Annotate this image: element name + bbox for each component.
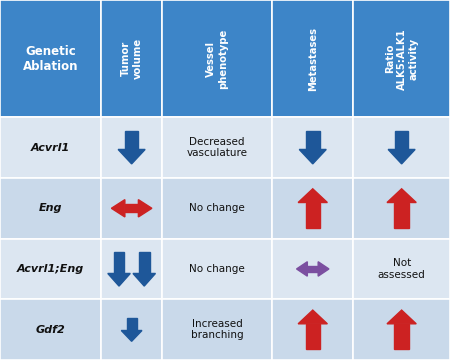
Text: Tumor
volume: Tumor volume (121, 38, 142, 79)
Text: Acvrl1: Acvrl1 (31, 143, 70, 153)
Bar (101, 0, 162, 117)
Bar (162, 299, 272, 360)
Polygon shape (318, 262, 329, 276)
Polygon shape (121, 331, 142, 342)
Bar (101, 178, 162, 239)
Polygon shape (112, 200, 125, 217)
Bar (306, 324, 320, 349)
Text: Metastases: Metastases (308, 27, 318, 91)
Text: No change: No change (189, 203, 245, 213)
Text: Ratio
ALK5:ALK1
activity: Ratio ALK5:ALK1 activity (385, 28, 418, 90)
Polygon shape (133, 274, 156, 286)
Bar (127, 318, 137, 331)
Bar (272, 117, 353, 178)
Bar (162, 117, 272, 178)
Text: Eng: Eng (39, 203, 63, 213)
Text: Decreased
vasculature: Decreased vasculature (187, 137, 248, 158)
Bar (101, 239, 162, 299)
Text: Increased
branching: Increased branching (191, 319, 243, 340)
Bar (306, 203, 320, 228)
Text: Vessel
phenotype: Vessel phenotype (206, 29, 228, 89)
Polygon shape (299, 149, 326, 164)
Bar (394, 203, 409, 228)
Bar (162, 178, 272, 239)
Bar (307, 266, 318, 272)
Text: Acvrl1;Eng: Acvrl1;Eng (17, 264, 84, 274)
Bar (101, 299, 162, 360)
Bar (113, 252, 124, 274)
Bar (272, 178, 353, 239)
Bar (394, 324, 409, 349)
Bar (353, 239, 450, 299)
Text: Gdf2: Gdf2 (36, 325, 66, 335)
Polygon shape (297, 262, 307, 276)
Polygon shape (118, 149, 145, 164)
Text: No change: No change (189, 264, 245, 274)
Bar (353, 117, 450, 178)
Polygon shape (298, 189, 327, 203)
Text: Not
assessed: Not assessed (378, 258, 426, 280)
Polygon shape (108, 274, 130, 286)
Bar (0, 178, 101, 239)
Bar (272, 299, 353, 360)
Bar (353, 0, 450, 117)
Bar (162, 239, 272, 299)
Polygon shape (387, 310, 416, 324)
Bar (353, 299, 450, 360)
Bar (0, 117, 101, 178)
Bar (125, 131, 139, 149)
Bar (0, 239, 101, 299)
Bar (272, 239, 353, 299)
Polygon shape (388, 149, 415, 164)
Bar (139, 252, 149, 274)
Bar (162, 0, 272, 117)
Text: Genetic
Ablation: Genetic Ablation (23, 45, 78, 73)
Bar (125, 204, 139, 212)
Polygon shape (298, 310, 327, 324)
Bar (395, 131, 409, 149)
Bar (101, 117, 162, 178)
Bar (272, 0, 353, 117)
Bar (353, 178, 450, 239)
Bar (0, 0, 101, 117)
Bar (306, 131, 319, 149)
Bar (0, 299, 101, 360)
Polygon shape (139, 200, 152, 217)
Polygon shape (387, 189, 416, 203)
